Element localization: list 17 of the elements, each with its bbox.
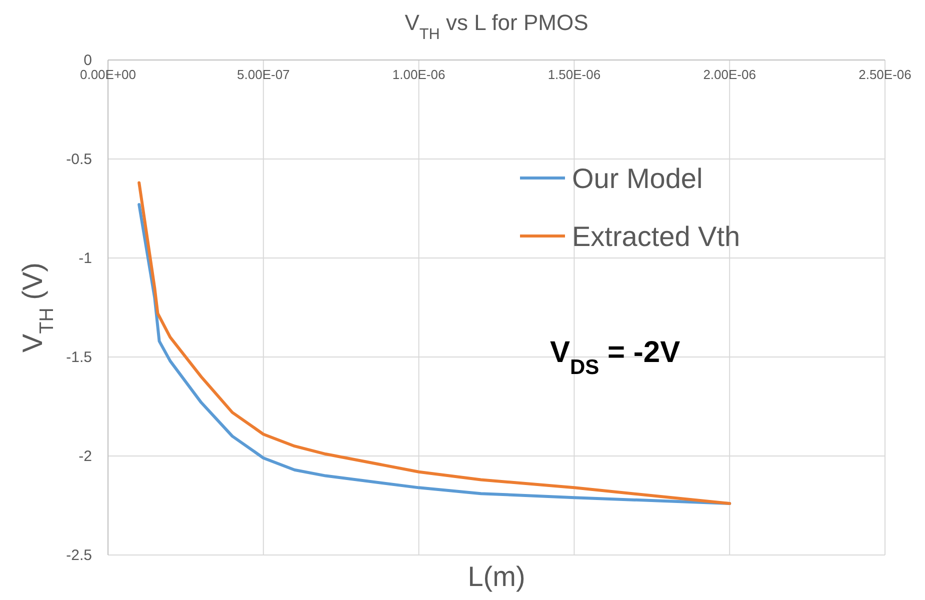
x-axis-title: L(m) [468, 561, 526, 592]
y-tick-label: -1.5 [66, 349, 92, 366]
legend-label: Our Model [572, 163, 703, 194]
legend-label: Extracted Vth [572, 221, 740, 252]
x-tick-label: 2.00E-06 [703, 67, 756, 82]
y-tick-label: -1 [78, 250, 92, 267]
y-tick-label: -0.5 [66, 151, 92, 168]
annotation: V$_{DS}$ = -2V [550, 336, 680, 378]
y-tick-label: 0 [84, 52, 92, 69]
x-tick-label: 5.00E-07 [237, 67, 290, 82]
y-tick-label: -2 [78, 448, 92, 465]
x-tick-label: 1.00E-06 [392, 67, 446, 82]
y-tick-label: -2.5 [66, 547, 92, 564]
x-tick-label: 1.50E-06 [548, 67, 601, 82]
chart-title: V$_{TH}$ vs L for PMOS [404, 10, 588, 42]
x-tick-label: 0.00E+00 [80, 67, 136, 82]
x-tick-label: 2.50E-06 [858, 67, 912, 82]
